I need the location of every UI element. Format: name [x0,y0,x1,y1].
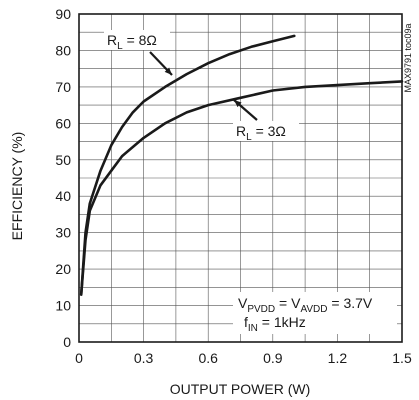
series-label-3ohm-arrowhead [234,100,242,108]
conditions-annotation: VPVDD = VAVDD = 3.7V fIN = 1kHz [233,292,397,334]
part-id-watermark: MAX9791 toc09a [403,23,413,92]
input-frequency-annotation: fIN = 1kHz [244,314,306,334]
series-label-8ohm: RL = 8Ω [107,32,157,52]
x-tick-label: 0 [75,350,83,366]
y-tick-label: 10 [55,298,71,314]
series-label-8ohm-bg [104,30,170,50]
y-axis-title: EFFICIENCY (%) [9,132,25,241]
y-tick-label: 20 [55,261,71,277]
y-tick-label: 80 [55,42,71,58]
y-tick-label: 60 [55,115,71,131]
series-line-1 [79,34,296,296]
y-tick-label: 50 [55,152,71,168]
y-tick-labels: 0 10 20 30 40 50 60 70 80 90 [55,6,71,350]
y-tick-label: 40 [55,188,71,204]
x-tick-label: 1.2 [328,350,348,366]
x-tick-label: 0.9 [263,350,283,366]
y-tick-label: 30 [55,225,71,241]
series-lines [79,34,404,296]
series-label-3ohm: RL = 3Ω [236,123,286,143]
x-tick-label: 0.6 [198,350,218,366]
x-axis-title: OUTPUT POWER (W) [170,381,311,397]
plot-frame [78,13,403,343]
series-label-8ohm-arrowhead [164,67,172,75]
x-tick-label: 0.3 [134,350,154,366]
annotation-background [233,292,397,334]
series-labels: RL = 8Ω RL = 3Ω [104,30,299,143]
x-tick-label: 1.5 [392,350,412,366]
y-tick-label: 0 [63,334,71,350]
series-line-2 [79,80,404,296]
x-tick-labels: 0 0.3 0.6 0.9 1.2 1.5 [75,350,412,366]
y-tick-label: 70 [55,79,71,95]
supply-voltage-annotation: VPVDD = VAVDD = 3.7V [238,295,373,315]
y-tick-label: 90 [55,6,71,22]
series-label-3ohm-bg [233,121,299,141]
